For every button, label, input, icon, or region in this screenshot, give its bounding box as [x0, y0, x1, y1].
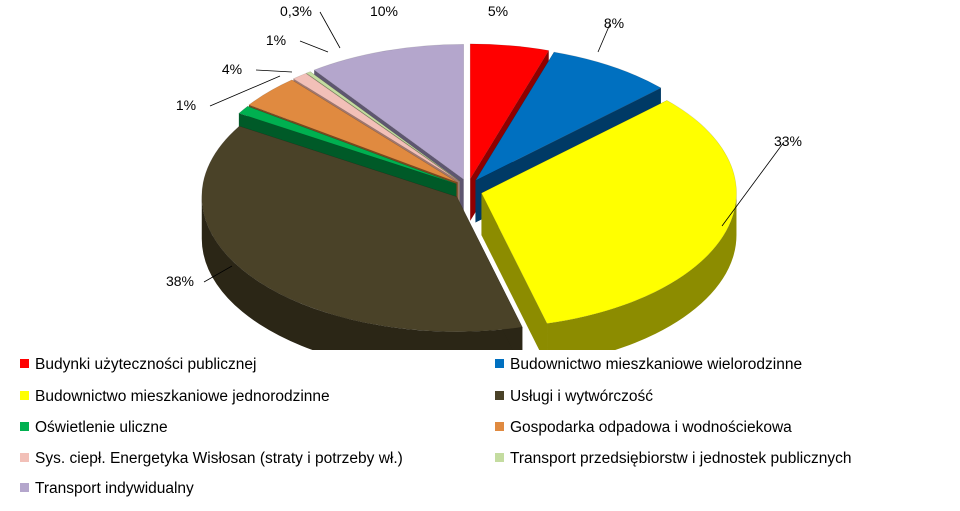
- pie-tops: [201, 43, 737, 332]
- legend-item: Oświetlenie uliczne: [20, 419, 168, 437]
- pie-slice-side: [547, 193, 737, 350]
- pie-slice: [474, 51, 662, 182]
- legend-swatch: [495, 359, 504, 368]
- pie-slice-wall: [481, 193, 548, 350]
- legend-swatch: [20, 359, 29, 368]
- legend-label: Transport przedsiębiorstw i jednostek pu…: [510, 450, 852, 467]
- legend-swatch: [495, 453, 504, 462]
- leader-line: [319, 11, 341, 49]
- leader-line: [209, 75, 281, 107]
- legend-item: Transport indywidualny: [20, 480, 194, 498]
- legend-label: Oświetlenie uliczne: [35, 419, 168, 436]
- slice-label: 1%: [176, 97, 196, 113]
- legend-swatch: [20, 453, 29, 462]
- slice-label: 38%: [166, 273, 194, 289]
- slice-label: 0,3%: [280, 3, 312, 19]
- legend-label: Budownictwo mieszkaniowe jednorodzinne: [35, 388, 330, 405]
- slice-label: 33%: [774, 133, 802, 149]
- legend-item: Transport przedsiębiorstw i jednostek pu…: [495, 450, 851, 468]
- pie-slice: [292, 73, 460, 182]
- leader-line: [721, 141, 785, 227]
- legend-label: Usługi i wytwórczość: [510, 388, 653, 405]
- pie-slice: [481, 100, 737, 324]
- pie-chart: 5% 8% 33% 38% 1% 4% 1% 0,3% 10%: [166, 3, 802, 350]
- slice-label: 10%: [370, 3, 398, 19]
- leader-line: [299, 40, 329, 53]
- legend-swatch: [20, 483, 29, 492]
- slice-label: 1%: [266, 32, 286, 48]
- pie-slice: [201, 125, 523, 332]
- pie-slice: [313, 44, 464, 180]
- pie-slice: [469, 43, 550, 181]
- legend-item: Sys. ciepł. Energetyka Wisłosan (straty …: [20, 450, 403, 468]
- slice-label: 4%: [222, 61, 242, 77]
- leader-line: [255, 69, 293, 73]
- legend-label: Budownictwo mieszkaniowe wielorodzinne: [510, 356, 803, 373]
- legend-item: Budownictwo mieszkaniowe wielorodzinne: [495, 356, 802, 374]
- pie-labels: 5% 8% 33% 38% 1% 4% 1% 0,3% 10%: [166, 3, 802, 289]
- pie-slice-side: [201, 196, 523, 350]
- pie-slice: [305, 71, 460, 182]
- legend-swatch: [20, 391, 29, 400]
- legend-label: Budynki użyteczności publicznej: [35, 356, 257, 373]
- legend-swatch: [495, 422, 504, 431]
- legend-item: Gospodarka odpadowa i wodnościekowa: [495, 419, 792, 437]
- pie-slice: [248, 79, 458, 183]
- legend-label: Gospodarka odpadowa i wodnościekowa: [510, 419, 792, 436]
- legend-swatch: [20, 422, 29, 431]
- legend-swatch: [495, 391, 504, 400]
- legend-label: Transport indywidualny: [35, 480, 194, 497]
- legend-label: Sys. ciepł. Energetyka Wisłosan (straty …: [35, 450, 403, 467]
- leader-line: [203, 265, 233, 283]
- slice-label: 8%: [604, 15, 624, 31]
- leader-line: [597, 23, 611, 53]
- slice-label: 5%: [488, 3, 508, 19]
- legend-item: Budownictwo mieszkaniowe jednorodzinne: [20, 388, 330, 406]
- legend-item: Usługi i wytwórczość: [495, 388, 653, 406]
- pie-slice: [238, 105, 457, 185]
- legend-item: Budynki użyteczności publicznej: [20, 356, 256, 374]
